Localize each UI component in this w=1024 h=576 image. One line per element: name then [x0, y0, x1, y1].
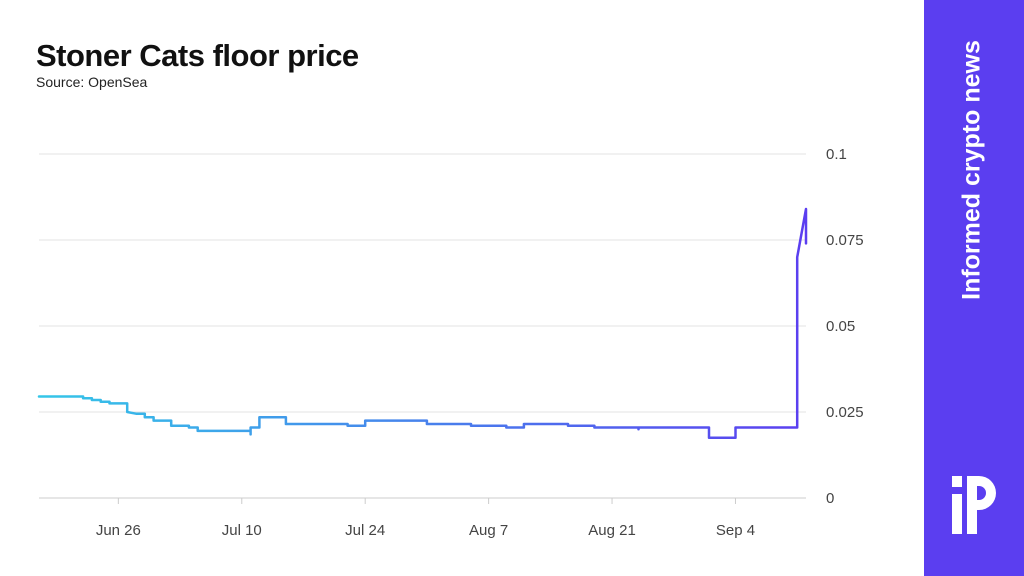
x-tick-label: Jun 26 [96, 522, 141, 539]
y-tick-label: 0.05 [826, 318, 855, 335]
x-tick-label: Aug 21 [588, 522, 636, 539]
brand-tagline: Informed crypto news [957, 40, 986, 300]
chart-title: Stoner Cats floor price [36, 38, 359, 73]
y-tick-label: 0.1 [826, 146, 847, 163]
x-tick-label: Jul 24 [345, 522, 385, 539]
x-tick-label: Sep 4 [716, 522, 755, 539]
y-tick-label: 0 [826, 490, 834, 507]
y-tick-label: 0.025 [826, 404, 864, 421]
y-tick-label: 0.075 [826, 232, 864, 249]
chart-subtitle: Source: OpenSea [36, 74, 148, 90]
x-tick-label: Jul 10 [222, 522, 262, 539]
x-tick-label: Aug 7 [469, 522, 508, 539]
ip-logo-icon [952, 476, 996, 534]
line-chart: 0 0.025 0.05 0.075 0.1 Jun 26 Jul 10 Jul 24 Aug … [37, 146, 864, 539]
floor-price-line [37, 207, 808, 440]
